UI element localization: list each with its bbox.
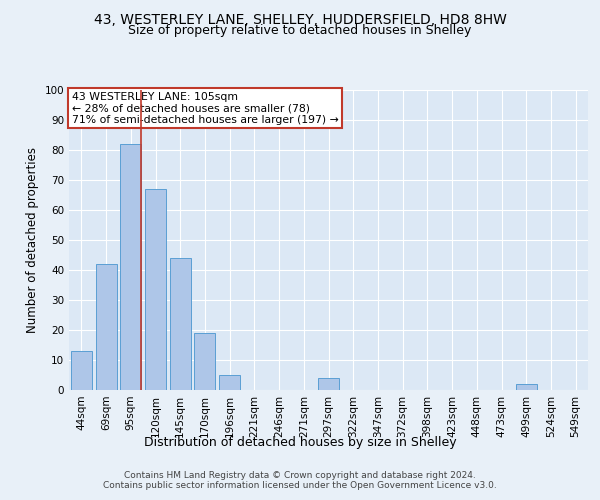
- Bar: [194, 333, 215, 390]
- Text: Distribution of detached houses by size in Shelley: Distribution of detached houses by size …: [143, 436, 457, 449]
- Bar: [95, 264, 116, 390]
- Y-axis label: Number of detached properties: Number of detached properties: [26, 147, 39, 333]
- Bar: [318, 378, 339, 390]
- Text: 43, WESTERLEY LANE, SHELLEY, HUDDERSFIELD, HD8 8HW: 43, WESTERLEY LANE, SHELLEY, HUDDERSFIEL…: [94, 12, 506, 26]
- Text: Contains HM Land Registry data © Crown copyright and database right 2024.: Contains HM Land Registry data © Crown c…: [124, 471, 476, 480]
- Bar: [145, 189, 166, 390]
- Bar: [219, 375, 240, 390]
- Bar: [516, 384, 537, 390]
- Bar: [170, 258, 191, 390]
- Text: Size of property relative to detached houses in Shelley: Size of property relative to detached ho…: [128, 24, 472, 37]
- Text: Contains public sector information licensed under the Open Government Licence v3: Contains public sector information licen…: [103, 481, 497, 490]
- Bar: [71, 351, 92, 390]
- Text: 43 WESTERLEY LANE: 105sqm
← 28% of detached houses are smaller (78)
71% of semi-: 43 WESTERLEY LANE: 105sqm ← 28% of detac…: [71, 92, 338, 124]
- Bar: [120, 144, 141, 390]
